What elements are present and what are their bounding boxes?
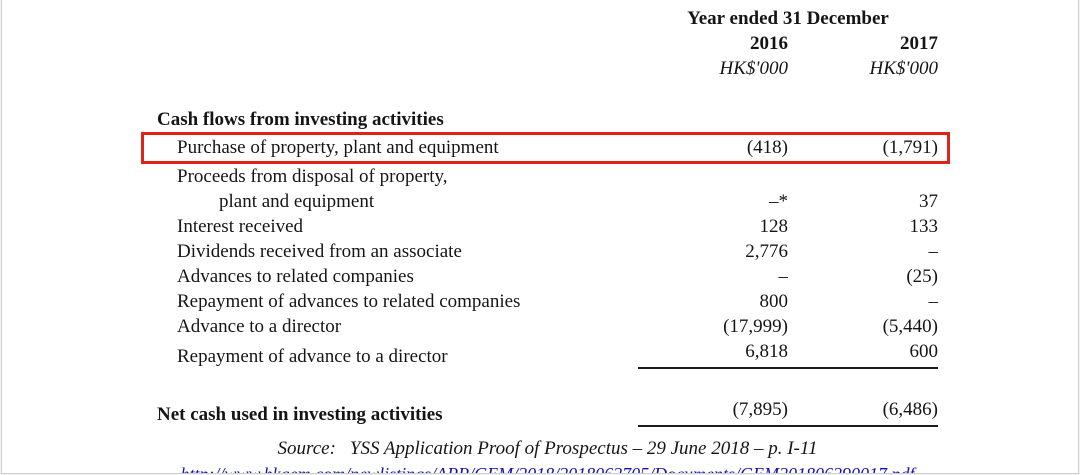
table-row: Advances to related companies – (25) xyxy=(157,264,938,289)
value-2016: (418) xyxy=(746,137,788,158)
period-header: Year ended 31 December xyxy=(687,8,889,29)
row-label: Repayment of advance to a director xyxy=(177,346,448,367)
table-row: Dividends received from an associate 2,7… xyxy=(157,239,938,264)
value-2017: (5,440) xyxy=(882,316,938,337)
row-label: Interest received xyxy=(177,216,304,237)
table-row: Interest received 128 133 xyxy=(157,214,938,239)
period-header-row: Year ended 31 December xyxy=(157,6,938,31)
units-2017: HK$'000 xyxy=(869,58,938,79)
units-row: HK$'000 HK$'000 xyxy=(157,56,938,81)
source-label: Source: xyxy=(277,438,336,459)
total-value-2017: (6,486) xyxy=(788,397,938,427)
value-2016: – xyxy=(778,266,789,287)
table-row: Repayment of advance to a director 6,818… xyxy=(157,339,938,369)
table-row: Advance to a director (17,999) (5,440) xyxy=(157,314,938,339)
value-2017: (25) xyxy=(906,266,938,287)
value-2016: 6,818 xyxy=(638,339,788,369)
value-2016: (17,999) xyxy=(723,316,788,337)
total-row: Net cash used in investing activities (7… xyxy=(157,397,938,427)
value-2017: – xyxy=(928,241,939,262)
section-title: Cash flows from investing activities xyxy=(157,109,444,130)
row-label-line2: plant and equipment xyxy=(219,191,375,212)
value-2016: –* xyxy=(769,191,788,212)
row-label: Advance to a director xyxy=(177,316,342,337)
year-header-row: 2016 2017 xyxy=(157,31,938,56)
table-row: Purchase of property, plant and equipmen… xyxy=(157,135,938,160)
value-2017: (1,791) xyxy=(882,137,938,158)
row-label: Advances to related companies xyxy=(177,266,414,287)
value-2017: – xyxy=(928,291,939,312)
link-line: http://www.hkgem.com/newlistings/APP/GEM… xyxy=(157,462,938,474)
row-label: Purchase of property, plant and equipmen… xyxy=(177,137,499,158)
value-2017: 37 xyxy=(919,191,938,212)
row-label: Proceeds from disposal of property, xyxy=(177,166,448,187)
value-2016: 800 xyxy=(759,291,789,312)
row-label: Dividends received from an associate xyxy=(177,241,462,262)
year-2016-header: 2016 xyxy=(750,33,788,54)
total-value-2016: (7,895) xyxy=(638,397,788,427)
total-label: Net cash used in investing activities xyxy=(157,404,443,425)
table-row: Proceeds from disposal of property, plan… xyxy=(157,164,938,214)
value-2017: 600 xyxy=(788,339,938,369)
table-row: Repayment of advances to related compani… xyxy=(157,289,938,314)
source-line: Source: YSS Application Proof of Prospect… xyxy=(157,436,938,461)
units-2016: HK$'000 xyxy=(719,58,788,79)
row-label: Repayment of advances to related compani… xyxy=(177,291,521,312)
prospectus-link[interactable]: http://www.hkgem.com/newlistings/APP/GEM… xyxy=(180,464,915,474)
value-2016: 2,776 xyxy=(745,241,788,262)
year-2017-header: 2017 xyxy=(900,33,938,54)
source-text: YSS Application Proof of Prospectus – 29… xyxy=(349,438,818,459)
highlight-box: Purchase of property, plant and equipmen… xyxy=(141,132,950,164)
value-2017: 133 xyxy=(909,216,939,237)
value-2016: 128 xyxy=(759,216,789,237)
